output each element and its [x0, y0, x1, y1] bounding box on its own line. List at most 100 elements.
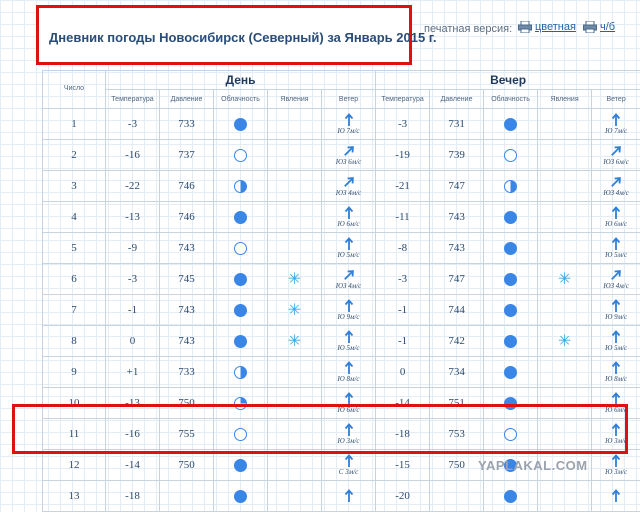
pressure-cell: 746: [160, 171, 214, 202]
wind-label: С 3м/с: [339, 468, 358, 477]
wind-arrow-icon: [609, 237, 623, 251]
cloudiness-cell: [214, 233, 268, 264]
wind-label: Ю 3м/с: [338, 437, 360, 446]
wind-arrow-icon: [342, 299, 356, 313]
pressure-cell: 742: [430, 326, 484, 357]
wind-arrow-icon: [342, 268, 356, 282]
wind-arrow-icon: [342, 144, 356, 158]
phenomena-cell: [538, 357, 592, 388]
wind-label: ЮЗ 4м/с: [336, 189, 361, 198]
wind-arrow-icon: [609, 175, 623, 189]
snow-icon: ✳: [288, 300, 301, 319]
wind-arrow-icon: [609, 330, 623, 344]
phenomena-cell: [268, 233, 322, 264]
pressure-cell: 755: [160, 419, 214, 450]
wind-label: Ю 6м/с: [338, 406, 360, 415]
day-number-cell: 10: [43, 388, 106, 419]
wind-label: Ю 3м/с: [605, 468, 627, 477]
temperature-cell: -1: [106, 295, 160, 326]
printer-icon: [583, 21, 597, 33]
print-bw-link[interactable]: ч/б: [583, 21, 615, 33]
cloudiness-empty-icon: [504, 428, 517, 441]
temperature-cell: -3: [106, 264, 160, 295]
wind-cell: ЮЗ 6м/с: [592, 140, 640, 171]
cloudiness-cell: [484, 295, 538, 326]
pressure-cell: 733: [160, 357, 214, 388]
cloudiness-cell: [214, 388, 268, 419]
wind-cell: Ю 6м/с: [592, 202, 640, 233]
phenomena-cell: [538, 171, 592, 202]
wind-cell: Ю 9м/с: [592, 295, 640, 326]
wind-arrow-icon: [609, 392, 623, 406]
cloudiness-cell: [214, 419, 268, 450]
day-number-cell: 2: [43, 140, 106, 171]
wind-label: ЮЗ 4м/с: [603, 282, 628, 291]
wind-cell: [592, 481, 640, 512]
cloudiness-cell: [214, 326, 268, 357]
phenomena-cell: ✳: [538, 326, 592, 357]
cloudiness-quarter-icon: [234, 397, 247, 410]
wind-arrow-icon: [609, 206, 623, 220]
wind-label: Ю 6м/с: [605, 220, 627, 229]
watermark: YAPLAKAL.COM: [478, 458, 588, 473]
cloudiness-full-icon: [504, 366, 517, 379]
temperature-cell: -13: [106, 388, 160, 419]
phenomena-cell: ✳: [268, 326, 322, 357]
cloudiness-empty-icon: [234, 428, 247, 441]
wind-cell: Ю 3м/с: [592, 450, 640, 481]
sub-header-cell: Облачность: [214, 90, 268, 109]
wind-arrow-icon: [609, 423, 623, 437]
cloudiness-full-icon: [234, 459, 247, 472]
phenomena-cell: ✳: [268, 295, 322, 326]
wind-cell: Ю 5м/с: [592, 233, 640, 264]
wind-cell: Ю 5м/с: [322, 233, 376, 264]
temperature-cell: -18: [106, 481, 160, 512]
wind-label: Ю 3м/с: [605, 437, 627, 446]
temperature-cell: -9: [106, 233, 160, 264]
pressure-cell: 750: [160, 388, 214, 419]
wind-label: Ю 8м/с: [605, 375, 627, 384]
temperature-cell: -21: [376, 171, 430, 202]
day-number-cell: 11: [43, 419, 106, 450]
sub-header-cell: Ветер: [592, 90, 640, 109]
cloudiness-full-icon: [234, 211, 247, 224]
cloudiness-full-icon: [234, 118, 247, 131]
wind-arrow-icon: [342, 489, 356, 503]
temperature-cell: -18: [376, 419, 430, 450]
pressure-cell: 751: [430, 388, 484, 419]
wind-arrow-icon: [342, 113, 356, 127]
wind-label: Ю 5м/с: [605, 251, 627, 260]
temperature-cell: 0: [106, 326, 160, 357]
cloudiness-full-icon: [234, 335, 247, 348]
phenomena-cell: [538, 233, 592, 264]
temperature-cell: -1: [376, 326, 430, 357]
temperature-cell: -20: [376, 481, 430, 512]
day-number-cell: 5: [43, 233, 106, 264]
page-title: Дневник погоды Новосибирск (Северный) за…: [49, 30, 437, 45]
wind-arrow-icon: [342, 392, 356, 406]
cloudiness-cell: [484, 264, 538, 295]
wind-arrow-icon: [609, 268, 623, 282]
printer-icon: [518, 21, 532, 33]
pressure-cell: 743: [160, 295, 214, 326]
pressure-cell: 746: [160, 202, 214, 233]
wind-cell: Ю 3м/с: [592, 419, 640, 450]
wind-label: Ю 5м/с: [338, 344, 360, 353]
print-color-link[interactable]: цветная: [518, 21, 576, 33]
sub-header-cell: Явления: [268, 90, 322, 109]
cloudiness-full-icon: [504, 211, 517, 224]
pressure-cell: 733: [160, 109, 214, 140]
cloudiness-full-icon: [504, 490, 517, 503]
pressure-cell: 743: [160, 326, 214, 357]
wind-label: Ю 6м/с: [338, 220, 360, 229]
day-number-cell: 3: [43, 171, 106, 202]
wind-label: Ю 8м/с: [338, 375, 360, 384]
pressure-cell: 731: [430, 109, 484, 140]
snow-icon: ✳: [288, 269, 301, 288]
wind-cell: ЮЗ 4м/с: [322, 171, 376, 202]
temperature-cell: -14: [376, 388, 430, 419]
